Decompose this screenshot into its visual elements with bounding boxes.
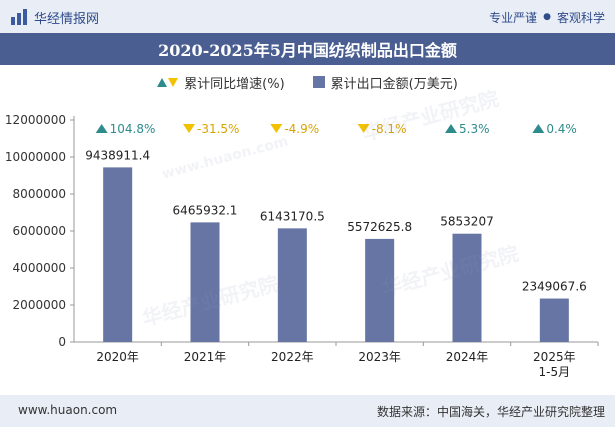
growth-down-icon [183, 124, 195, 133]
brand: 华经情报网 [10, 7, 99, 27]
chart-title: 2020-2025年5月中国纺织制品出口金额 [0, 33, 615, 65]
bar [190, 222, 220, 342]
y-tick-label: 12000000 [5, 113, 66, 127]
brand-name: 华经情报网 [34, 11, 100, 27]
top-banner: 华经情报网 专业严谨 ● 客观科学 [0, 0, 615, 33]
growth-value-label: -31.5% [197, 122, 239, 136]
tagline: 专业严谨 ● 客观科学 [489, 7, 605, 27]
bar [103, 167, 133, 342]
x-tick-label: 2020年 [96, 350, 139, 364]
x-tick-label: 1-5月 [539, 365, 571, 379]
y-tick-label: 0 [58, 335, 66, 349]
bar-value-label: 6465932.1 [173, 203, 238, 217]
growth-up-icon [95, 124, 108, 133]
growth-down-icon [270, 124, 283, 133]
bar-value-label: 5572625.8 [347, 220, 412, 234]
legend-label-amount: 累计出口金额(万美元) [330, 76, 458, 92]
x-tick-label: 2023年 [358, 350, 401, 364]
growth-value-label: 5.3% [459, 122, 490, 136]
growth-value-label: -4.9% [284, 122, 319, 136]
bar [539, 298, 569, 342]
legend-label-growth: 累计同比增速(%) [184, 76, 285, 92]
y-tick-label: 10000000 [5, 150, 66, 164]
growth-value-label: 104.8% [110, 122, 156, 136]
footer-source: 数据来源：中国海关，华经产业研究院整理 [376, 405, 605, 419]
x-tick-label: 2025年 [533, 350, 576, 364]
legend-item-amount: 累计出口金额(万美元) [312, 73, 458, 92]
y-tick-label: 4000000 [13, 261, 66, 275]
chart-legend: 累计同比增速(%) 累计出口金额(万美元) [0, 72, 615, 92]
bar [365, 238, 395, 342]
footer: www.huaon.com 数据来源：中国海关，华经产业研究院整理 [0, 395, 615, 427]
x-tick-label: 2021年 [184, 350, 227, 364]
growth-up-icon [445, 124, 457, 133]
brand-logo-icon [11, 9, 27, 25]
tagline-right: 客观科学 [556, 10, 605, 25]
up-down-triangle-icon [157, 77, 179, 87]
legend-swatch-amount [312, 76, 325, 88]
x-tick-label: 2022年 [271, 350, 314, 364]
bar-value-label: 9438911.4 [85, 148, 150, 162]
footer-website: www.huaon.com [18, 403, 118, 417]
growth-up-icon [532, 124, 545, 133]
y-tick-label: 6000000 [13, 224, 66, 238]
growth-value-label: 0.4% [546, 122, 577, 136]
y-tick-label: 2000000 [13, 298, 66, 312]
legend-item-growth: 累计同比增速(%) [157, 73, 285, 92]
x-tick-label: 2024年 [446, 350, 489, 364]
bar-value-label: 2349067.6 [522, 280, 587, 294]
bar [452, 233, 482, 342]
bar [277, 228, 307, 342]
bullet-icon: ● [543, 12, 551, 22]
tagline-left: 专业严谨 [489, 10, 538, 25]
growth-down-icon [357, 124, 370, 133]
bar-value-label: 5853207 [440, 215, 493, 229]
bar-chart: 0 2000000 4000000 6000000 8000000 10000000 120… [5, 113, 599, 379]
y-tick-label: 8000000 [13, 187, 66, 201]
bar-value-label: 6143170.5 [260, 209, 325, 223]
growth-value-label: -8.1% [372, 122, 407, 136]
